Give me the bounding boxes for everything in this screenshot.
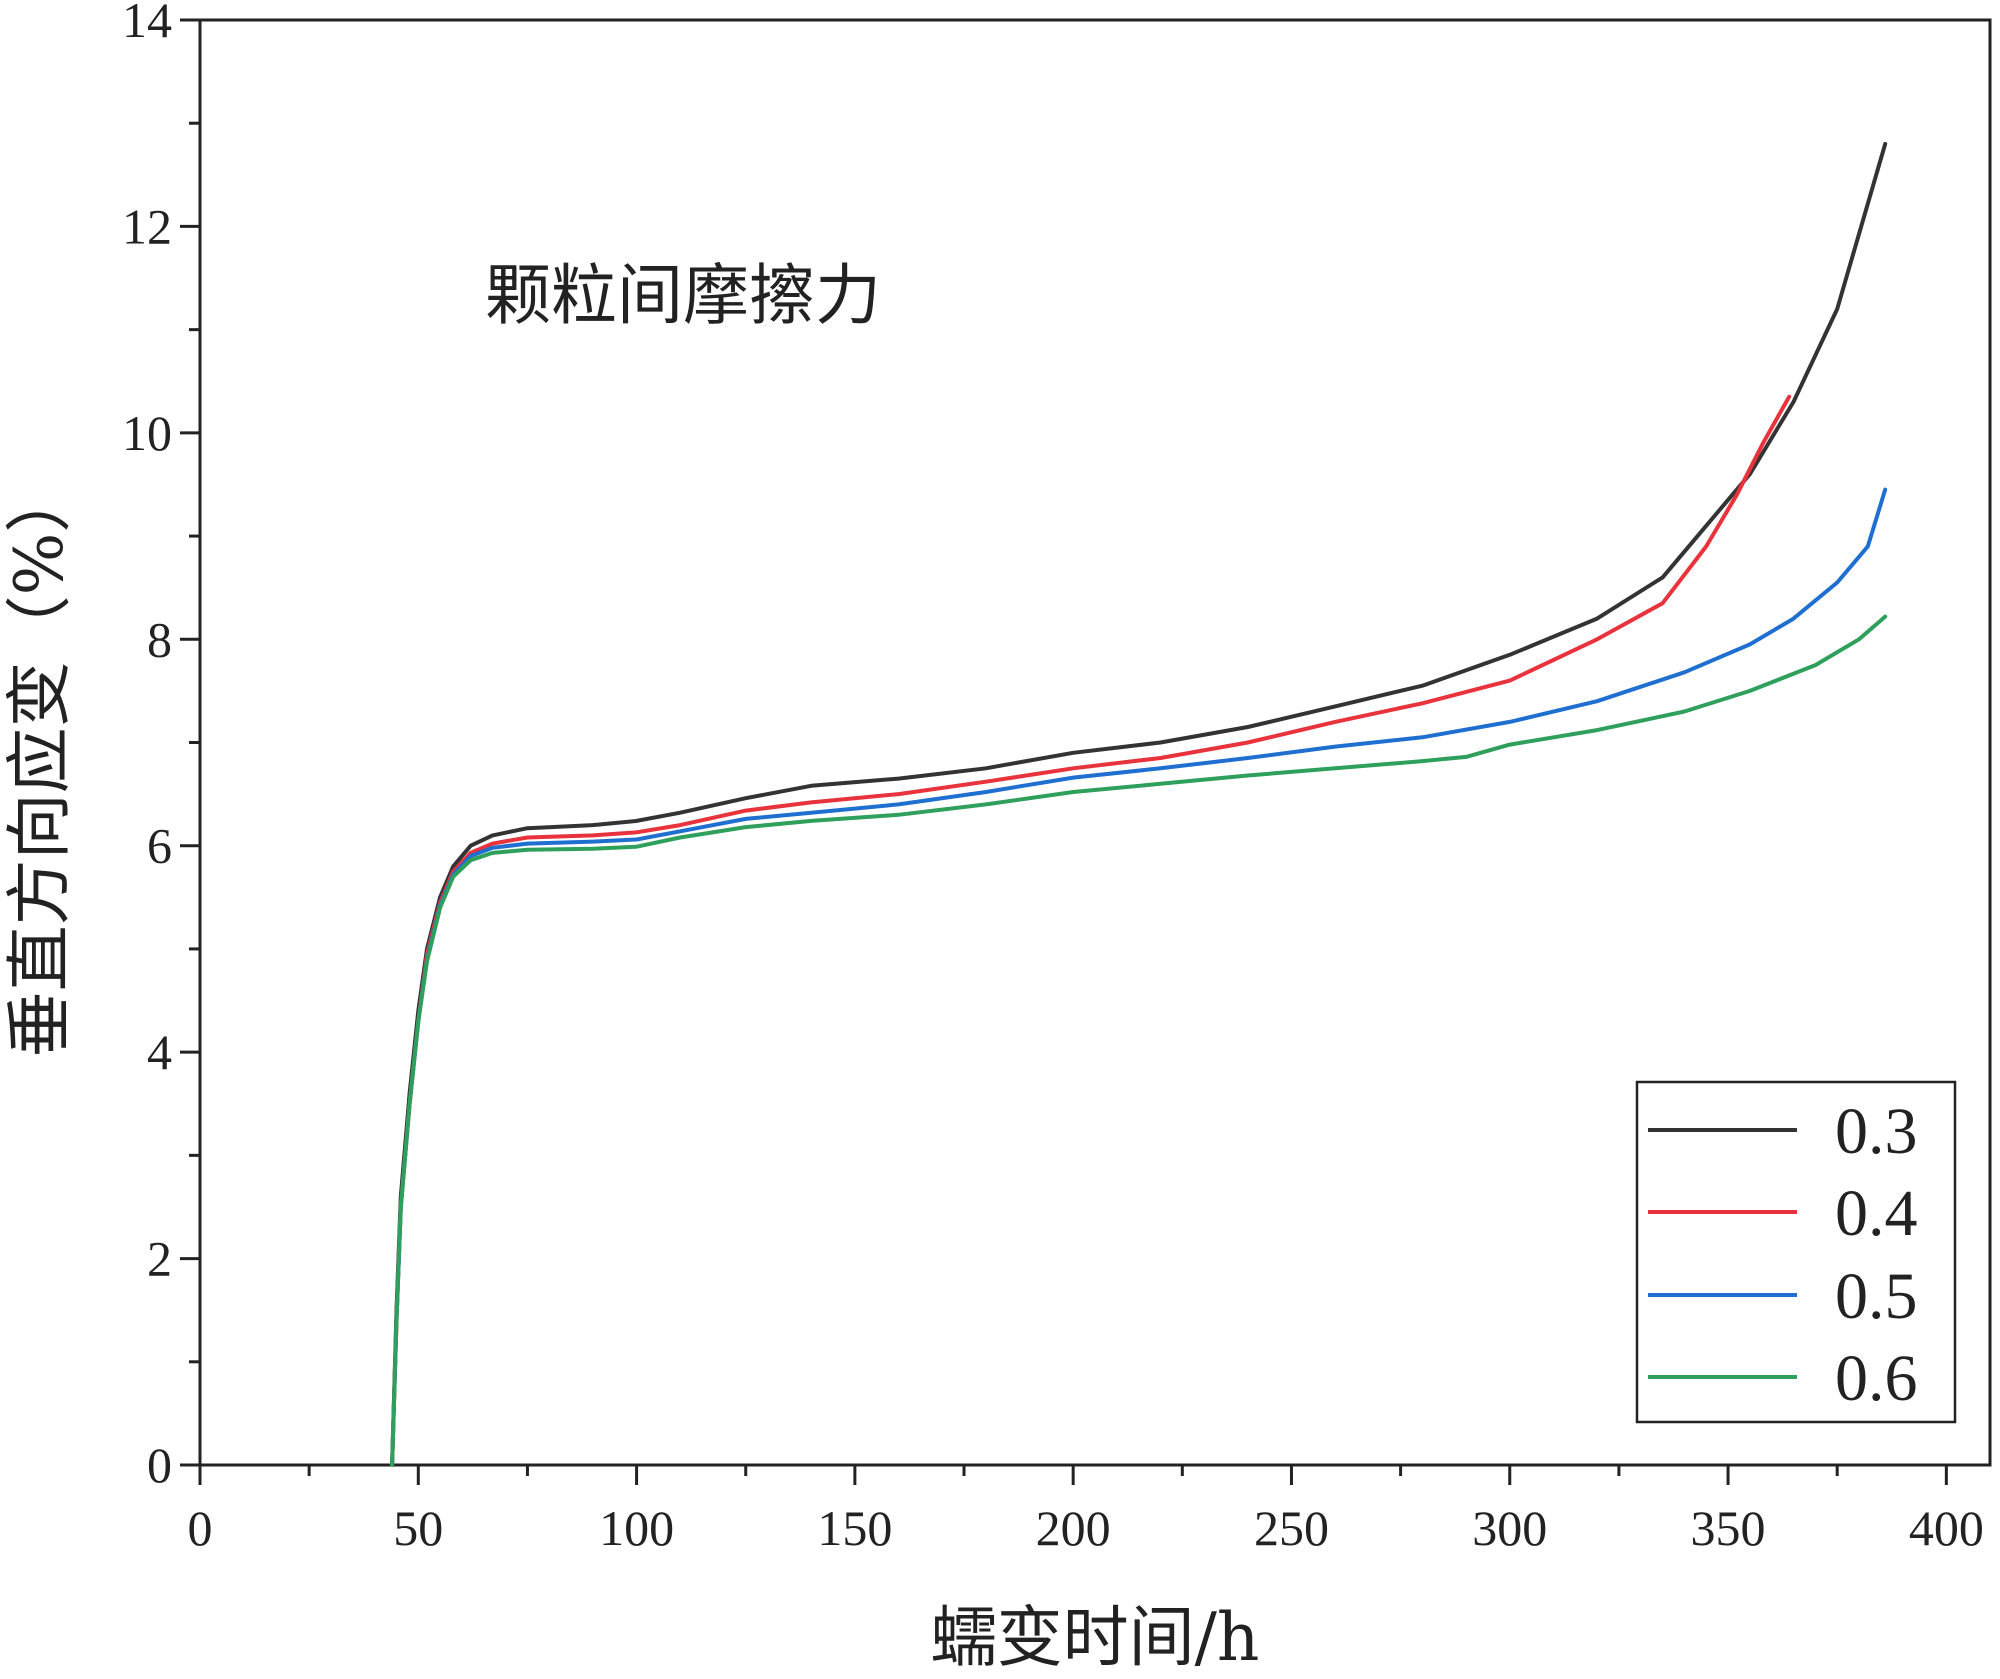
legend-label-0-3: 0.3	[1835, 1095, 1918, 1168]
legend-label-0-5: 0.5	[1835, 1260, 1918, 1333]
legend-label-0-6: 0.6	[1835, 1342, 1918, 1415]
y-tick-label-12: 12	[122, 198, 172, 254]
x-tick-label-50: 50	[393, 1500, 443, 1556]
y-tick-label-10: 10	[122, 405, 172, 461]
legend-box	[1635, 1080, 1957, 1424]
x-tick-label-350: 350	[1691, 1500, 1766, 1556]
x-tick-label-0: 0	[188, 1500, 213, 1556]
y-tick-label-14: 14	[122, 0, 172, 48]
series-line-0-4	[390, 394, 1792, 1467]
x-tick-label-100: 100	[599, 1500, 674, 1556]
legend: 0.3 0.4 0.5 0.6	[1635, 1080, 1957, 1424]
series-line-0-6	[390, 614, 1888, 1467]
y-tick-label-8: 8	[147, 611, 172, 667]
legend-label-0-4: 0.4	[1835, 1177, 1918, 1250]
y-tick-label-0: 0	[147, 1437, 172, 1493]
series-layer	[390, 141, 1888, 1467]
x-tick-label-400: 400	[1909, 1500, 1984, 1556]
y-tick-label-6: 6	[147, 818, 172, 874]
y-axis-title: 垂直方向应变（%）	[1, 467, 78, 1058]
y-tick-label-4: 4	[147, 1024, 172, 1080]
y-tick-label-2: 2	[147, 1231, 172, 1287]
x-tick-label-150: 150	[817, 1500, 892, 1556]
x-tick-label-250: 250	[1254, 1500, 1329, 1556]
x-axis-title: 蠕变时间/h	[931, 1599, 1260, 1676]
x-tick-label-200: 200	[1036, 1500, 1111, 1556]
axis-tick-labels: 0 50 100 150 200 250 300 350 400 0 2 4 6 8 10 12 14	[122, 0, 1984, 1556]
chart-annotation: 颗粒间摩擦力	[485, 257, 881, 334]
axis-ticks	[180, 18, 1948, 1485]
x-tick-label-300: 300	[1472, 1500, 1547, 1556]
